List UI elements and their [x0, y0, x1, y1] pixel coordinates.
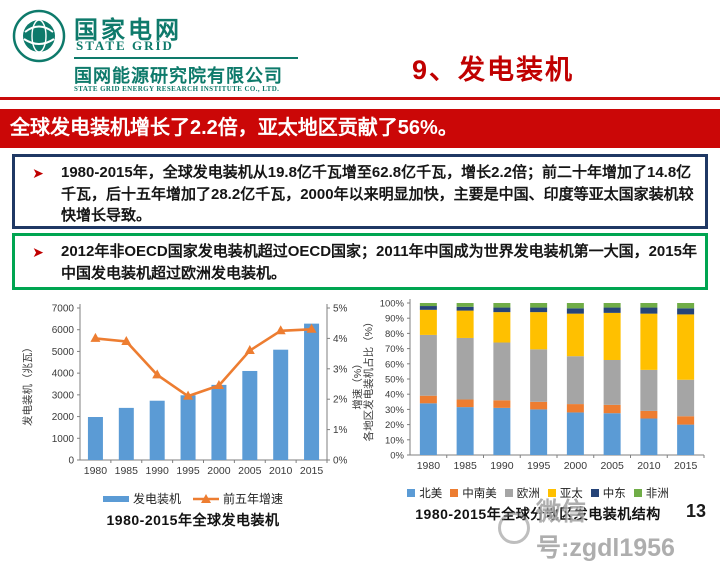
- svg-text:30%: 30%: [385, 405, 405, 416]
- page-number: 13: [686, 501, 707, 521]
- svg-text:1980: 1980: [84, 465, 108, 477]
- bullet-text-1: 1980-2015年，全球发电装机从19.8亿千瓦增至62.8亿千瓦，增长2.2…: [61, 164, 694, 224]
- svg-text:1995: 1995: [527, 460, 551, 472]
- legend-label: 中南美: [462, 488, 497, 500]
- svg-text:40%: 40%: [385, 390, 405, 401]
- svg-text:各地区发电装机占比（%）: 各地区发电装机占比（%）: [362, 317, 375, 442]
- legend-item: 欧洲: [504, 485, 540, 501]
- svg-text:3000: 3000: [52, 390, 75, 401]
- bullet-text-2: 2012年非OECD国家发电装机超过OECD国家；2011年中国成为世界发电装机…: [61, 243, 697, 282]
- chart-regional-structure: 0% 10% 20% 30% 40% 50% 60% 70% 80% 90% 100% 1980 198…: [362, 295, 714, 524]
- legend-label: 前五年增速: [223, 492, 284, 506]
- svg-text:2015: 2015: [674, 460, 698, 472]
- legend-item: 亚太: [547, 485, 583, 501]
- legend-label: 中东: [602, 488, 626, 500]
- state-grid-logo-icon: [12, 9, 66, 63]
- svg-text:70%: 70%: [385, 344, 405, 355]
- left-chart-legend: 发电装机 前五年增速: [20, 490, 366, 507]
- brand-divider: [74, 57, 298, 59]
- svg-text:50%: 50%: [385, 375, 405, 386]
- svg-text:1%: 1%: [333, 425, 348, 436]
- svg-text:1995: 1995: [176, 465, 200, 477]
- svg-text:90%: 90%: [385, 314, 405, 325]
- svg-text:1990: 1990: [146, 465, 170, 477]
- svg-text:1985: 1985: [453, 460, 477, 472]
- legend-label: 亚太: [559, 488, 583, 500]
- legend-item: 北美: [407, 485, 442, 501]
- svg-text:2000: 2000: [564, 460, 588, 472]
- legend-label: 欧洲: [516, 488, 540, 500]
- svg-text:1000: 1000: [52, 434, 75, 445]
- svg-text:4000: 4000: [52, 369, 75, 380]
- brand-name-en: STATE GRID: [76, 38, 174, 53]
- legend-item: 中南美: [450, 485, 497, 501]
- headline-banner: 全球发电装机增长了2.2倍，亚太地区贡献了56%。: [0, 109, 720, 148]
- header-rule: [0, 97, 720, 100]
- svg-text:20%: 20%: [385, 420, 405, 431]
- svg-text:2010: 2010: [269, 465, 293, 477]
- legend-swatch: [547, 489, 556, 497]
- svg-text:2000: 2000: [52, 412, 75, 423]
- legend-item: 前五年增速: [193, 490, 283, 507]
- svg-text:2000: 2000: [207, 465, 231, 477]
- legend-item: 非洲: [633, 485, 669, 501]
- svg-text:增速（%）: 增速（%）: [351, 358, 364, 409]
- institute-name-en: STATE GRID ENERGY RESEARCH INSTITUTE CO.…: [74, 85, 280, 93]
- svg-text:5000: 5000: [52, 347, 75, 358]
- legend-swatch: [590, 489, 599, 497]
- svg-text:2015: 2015: [300, 465, 324, 477]
- watermark-stamp-icon: [498, 512, 530, 544]
- svg-text:80%: 80%: [385, 329, 405, 340]
- legend-label: 发电装机: [132, 492, 181, 506]
- svg-text:2%: 2%: [333, 395, 348, 406]
- svg-text:0: 0: [68, 456, 74, 467]
- svg-text:0%: 0%: [333, 456, 348, 467]
- svg-text:6000: 6000: [52, 325, 75, 336]
- bullet-box-1: ➤ 1980-2015年，全球发电装机从19.8亿千瓦增至62.8亿千瓦，增长2…: [12, 154, 708, 229]
- legend-label: 北美: [419, 488, 443, 500]
- svg-text:3%: 3%: [333, 364, 348, 375]
- slide-title: 9、发电装机: [412, 55, 575, 85]
- legend-item: 发电装机: [102, 490, 181, 507]
- right-chart-legend: 北美 中南美 欧洲 亚太 中东 非洲: [362, 485, 714, 501]
- legend-label: 非洲: [645, 488, 669, 500]
- svg-text:2005: 2005: [600, 460, 624, 472]
- svg-text:60%: 60%: [385, 359, 405, 370]
- bullet-box-2: ➤ 2012年非OECD国家发电装机超过OECD国家；2011年中国成为世界发电…: [12, 233, 708, 290]
- legend-item: 中东: [590, 485, 626, 501]
- bullet-arrow-icon: ➤: [32, 165, 44, 181]
- left-chart-title: 1980-2015年全球发电装机: [106, 512, 280, 528]
- svg-text:4%: 4%: [333, 334, 348, 345]
- legend-swatch: [450, 489, 459, 497]
- svg-text:1985: 1985: [115, 465, 139, 477]
- brand-name-cn: 国家电网: [74, 17, 182, 44]
- svg-text:发电装机（兆瓦）: 发电装机（兆瓦）: [21, 342, 34, 426]
- svg-text:100%: 100%: [380, 299, 405, 310]
- bar-line-chart: 0 1000 2000 3000 4000 5000 6000 7000 0% 1% 2% 3% 4% 5…: [21, 304, 364, 478]
- right-chart-title: 1980-2015年全球分地区发电装机结构: [415, 506, 661, 522]
- institute-name-cn: 国网能源研究院有限公司: [74, 66, 283, 86]
- legend-swatch: [407, 489, 416, 497]
- svg-text:1990: 1990: [490, 460, 514, 472]
- legend-swatch: [504, 489, 513, 497]
- stacked-bar-chart: 0% 10% 20% 30% 40% 50% 60% 70% 80% 90% 100% 1980 198…: [362, 299, 705, 472]
- svg-text:1980: 1980: [417, 460, 441, 472]
- svg-text:10%: 10%: [385, 435, 405, 446]
- svg-text:0%: 0%: [390, 451, 404, 462]
- legend-swatch: [633, 489, 642, 497]
- svg-text:5%: 5%: [333, 304, 348, 315]
- svg-text:2010: 2010: [637, 460, 661, 472]
- chart-global-capacity: 0 1000 2000 3000 4000 5000 6000 7000 0% 1% 2% 3% 4% 5…: [20, 300, 366, 530]
- svg-text:7000: 7000: [52, 304, 75, 315]
- bullet-arrow-icon: ➤: [32, 244, 44, 260]
- svg-text:2005: 2005: [238, 465, 262, 477]
